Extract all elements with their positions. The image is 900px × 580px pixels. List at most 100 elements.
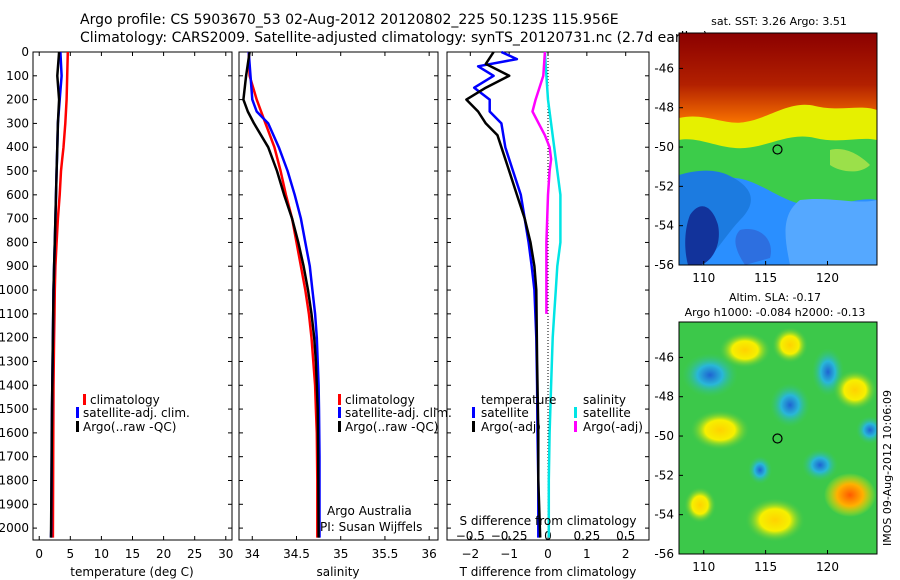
top-tick-label: 0.5	[616, 529, 635, 543]
salinity-legend: climatology satellite-adj. clim. Argo(..…	[338, 393, 452, 434]
legend-header-temperature: temperature	[481, 393, 556, 407]
map-y-tick-label: -56	[654, 547, 674, 561]
y-tick-label: 2000	[0, 521, 29, 535]
legend-swatch-climatology	[338, 394, 341, 405]
sla-map-title-line2: Argo h1000: -0.084 h2000: -0.13	[685, 306, 866, 319]
temperature-series	[49, 51, 70, 538]
y-tick-label: 300	[6, 116, 29, 130]
legend-swatch-satellite	[76, 407, 79, 418]
legend-label-satellite: satellite-adj. clim.	[83, 406, 190, 420]
map-y-tick-label: -50	[654, 140, 674, 154]
y-tick-label: 800	[6, 235, 29, 249]
credit-line2: PI: Susan Wijffels	[320, 520, 422, 534]
temperature-xlabel: temperature (deg C)	[70, 565, 193, 579]
map-y-tick-label: -46	[654, 350, 674, 364]
top-tick-label: −0.5	[456, 529, 485, 543]
salinity-axes: 34 34.5 35 35.5 36	[239, 51, 438, 561]
sst-argo-position-marker	[772, 144, 783, 155]
map-x-tick-label: 115	[754, 271, 777, 285]
series-line-argo-raw-qc	[242, 51, 320, 538]
y-tick-label: 1800	[0, 473, 29, 487]
y-tick-label: 1300	[0, 354, 29, 368]
legend-label-satellite: satellite-adj. clim.	[345, 406, 452, 420]
top-tick-label: 0.25	[573, 529, 600, 543]
x-tick-label: 15	[125, 547, 140, 561]
map-y-tick-label: -46	[654, 61, 674, 75]
map-y-tick-label: -54	[654, 219, 674, 233]
map-y-tick-label: -52	[654, 179, 674, 193]
legend-label-sal-argo: Argo(-adj)	[583, 420, 643, 434]
difference-axes: −2 −1 0 1 2−0.5 −0.25 0 0.25 0.5	[447, 51, 649, 561]
map-y-tick-label: -48	[654, 101, 674, 115]
x-tick-label: 10	[94, 547, 109, 561]
figure-title-line2: Climatology: CARS2009. Satellite-adjuste…	[80, 30, 708, 46]
legend-swatch-argo	[338, 421, 341, 432]
x-tick-label: 35	[333, 547, 348, 561]
y-tick-label: 1600	[0, 426, 29, 440]
map-y-tick-label: -52	[654, 468, 674, 482]
y-tick-label: 1100	[0, 307, 29, 321]
x-tick-label: 0	[35, 547, 43, 561]
y-tick-label: 1500	[0, 402, 29, 416]
salinity-xlabel: salinity	[316, 565, 359, 579]
legend-label-temp-argo: Argo(-adj)	[481, 420, 541, 434]
legend-header-salinity: salinity	[583, 393, 626, 407]
credit-line1: Argo Australia	[327, 504, 412, 518]
map-x-tick-label: 110	[692, 560, 715, 574]
x-tick-label: 2	[622, 547, 630, 561]
map-y-tick-label: -56	[654, 258, 674, 272]
y-tick-label: 1000	[0, 283, 29, 297]
legend-label-sal-satellite: satellite	[583, 406, 631, 420]
series-line-argo-raw-qc	[49, 51, 61, 538]
legend-label-climatology: climatology	[345, 393, 415, 407]
sla-map-title-line1: Altim. SLA: -0.17	[729, 291, 821, 304]
map-x-tick-label: 120	[816, 560, 839, 574]
legend-swatch-satellite	[338, 407, 341, 418]
map-x-tick-label: 110	[692, 271, 715, 285]
legend-label-argo: Argo(..raw -QC)	[83, 420, 176, 434]
x-tick-label: 1	[583, 547, 591, 561]
sla-argo-position-marker	[772, 433, 783, 444]
series-line-satellite-adj-clim	[247, 51, 321, 538]
temperature-axes: 0 5 10 15 20 25 300100200300400500600700800900…	[0, 45, 233, 561]
y-tick-label: 1200	[0, 331, 29, 345]
x-tick-label: 5	[66, 547, 74, 561]
legend-swatch-sal-satellite	[574, 407, 577, 418]
difference-xlabel: T difference from climatology	[459, 565, 637, 579]
legend-swatch-temp-argo	[472, 421, 475, 432]
y-tick-label: 200	[6, 93, 29, 107]
y-tick-label: 1400	[0, 378, 29, 392]
x-tick-label: 20	[156, 547, 171, 561]
y-tick-label: 700	[6, 212, 29, 226]
map-y-tick-label: -50	[654, 429, 674, 443]
x-tick-label: −2	[461, 547, 479, 561]
y-tick-label: 900	[6, 259, 29, 273]
y-tick-label: 1900	[0, 497, 29, 511]
x-tick-label: 34	[245, 547, 260, 561]
sst-map-frame	[678, 32, 878, 266]
sst-map-image	[679, 33, 877, 265]
legend-swatch-argo	[76, 421, 79, 432]
x-tick-label: −1	[500, 547, 518, 561]
y-tick-label: 0	[21, 45, 29, 59]
figure-title-line1: Argo profile: CS 5903670_53 02-Aug-2012 …	[80, 12, 619, 28]
series-line-temperature-argo-adj	[465, 51, 542, 538]
sst-map-axes: 110 115 120 -46 -48 -50 -52 -54 -56	[654, 61, 839, 285]
y-tick-label: 100	[6, 69, 29, 83]
x-tick-label: 35.5	[372, 547, 399, 561]
y-tick-label: 500	[6, 164, 29, 178]
series-line-salinity-argo-adj	[531, 51, 553, 314]
temperature-legend: climatology satellite-adj. clim. Argo(..…	[76, 393, 190, 434]
sla-map-axes: 110 115 120 -46 -48 -50 -52 -54 -56	[654, 350, 839, 574]
y-tick-label: 400	[6, 140, 29, 154]
series-line-salinity-satellite	[543, 51, 562, 538]
difference-series	[465, 50, 562, 538]
sla-map-image	[679, 322, 877, 554]
legend-swatch-sal-argo	[574, 421, 577, 432]
sla-map-frame	[678, 321, 878, 555]
x-tick-label: 30	[218, 547, 233, 561]
difference-legend: temperature salinity satellite Argo(-adj…	[472, 393, 643, 434]
legend-swatch-temp-satellite	[472, 407, 475, 418]
temperature-panel-frame	[32, 51, 233, 541]
